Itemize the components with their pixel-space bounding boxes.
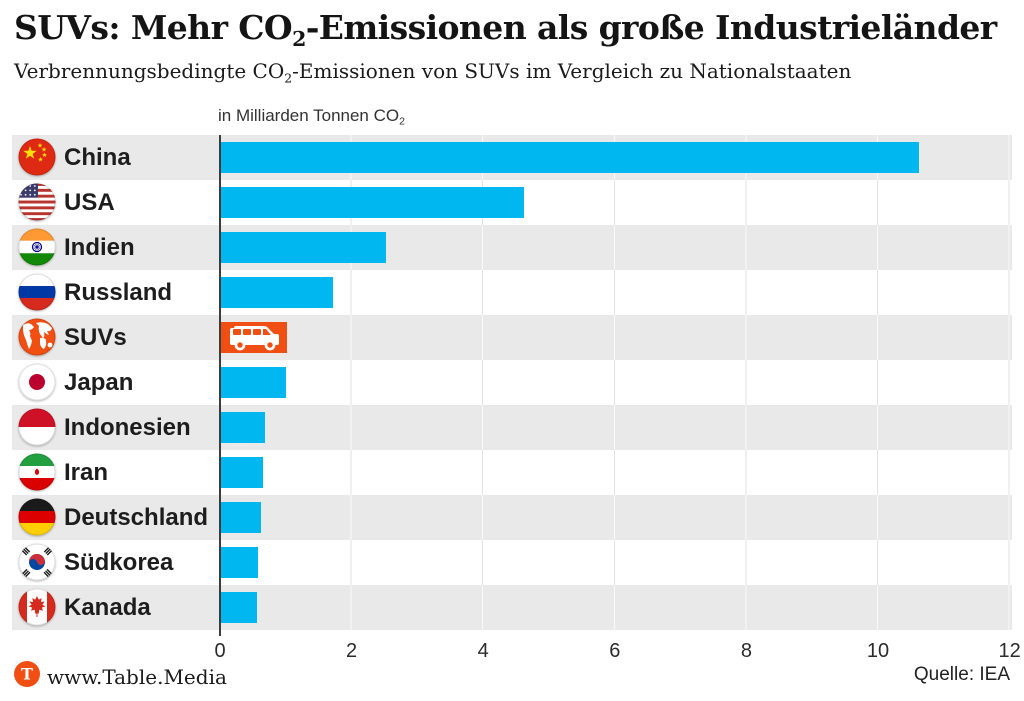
chart-row: China xyxy=(12,135,1012,180)
country-label: Südkorea xyxy=(64,549,174,576)
country-label: Deutschland xyxy=(64,504,209,531)
emission-bar xyxy=(221,547,258,578)
gridlines xyxy=(220,270,1010,315)
chart-row: Indonesien xyxy=(12,405,1012,450)
chart-row: Deutschland xyxy=(12,495,1012,540)
flag-south-korea-icon xyxy=(18,543,56,581)
flag-usa-icon xyxy=(18,183,56,221)
chart-rows: China USA Indien Russland SUVs Japan Indonesi… xyxy=(12,135,1012,630)
flag-iran-icon xyxy=(18,453,56,491)
chart-row: Indien xyxy=(12,225,1012,270)
gridlines xyxy=(220,540,1010,585)
chart-row: SUVs xyxy=(12,315,1012,360)
country-label: Iran xyxy=(64,459,109,486)
chart-row: USA xyxy=(12,180,1012,225)
x-tick: 8 xyxy=(740,640,752,662)
country-label: Japan xyxy=(64,369,134,396)
flag-japan-icon xyxy=(18,363,56,401)
gridlines xyxy=(220,405,1010,450)
chart-row: Iran xyxy=(12,450,1012,495)
emission-bar xyxy=(221,187,524,218)
chart-row: Südkorea xyxy=(12,540,1012,585)
x-tick: 6 xyxy=(609,640,621,662)
flag-russia-icon xyxy=(18,273,56,311)
emission-bar xyxy=(221,592,257,623)
gridlines xyxy=(220,360,1010,405)
emission-bar xyxy=(221,412,266,443)
chart-row: Kanada xyxy=(12,585,1012,630)
subscript-2: 2 xyxy=(284,70,293,86)
globe-icon xyxy=(18,318,56,356)
flag-india-icon xyxy=(18,228,56,266)
flag-canada-icon xyxy=(18,588,56,626)
x-axis-ticks: 0 2 4 6 8 10 12 xyxy=(12,640,1022,664)
chart-row: Japan xyxy=(12,360,1012,405)
country-label: Kanada xyxy=(64,594,151,621)
chart-subtitle: Verbrennungsbedingte CO2-Emissionen von … xyxy=(14,59,852,86)
emission-bar xyxy=(221,367,286,398)
country-label: SUVs xyxy=(64,324,127,351)
x-tick: 10 xyxy=(866,640,890,662)
flag-indonesia-icon xyxy=(18,408,56,446)
brand-text: www.Table.Media xyxy=(47,664,227,689)
chart-title: SUVs: Mehr CO2-Emissionen als große Indu… xyxy=(14,8,997,52)
gridlines xyxy=(220,315,1010,360)
x-tick: 12 xyxy=(998,640,1021,662)
x-tick: 0 xyxy=(214,640,226,662)
gridlines xyxy=(220,495,1010,540)
gridlines xyxy=(220,450,1010,495)
x-tick: 2 xyxy=(346,640,358,662)
country-label: USA xyxy=(64,189,115,216)
emission-bar xyxy=(221,277,333,308)
source-label: Quelle: IEA xyxy=(913,664,1010,685)
table-media-t-icon: T xyxy=(14,661,40,692)
suv-car-icon xyxy=(229,325,279,350)
gridlines xyxy=(220,585,1010,630)
suv-bar xyxy=(221,322,287,353)
chart-row: Russland xyxy=(12,270,1012,315)
emission-bar xyxy=(221,457,264,488)
country-label: Indonesien xyxy=(64,414,191,441)
country-label: Indien xyxy=(64,234,135,261)
y-axis-line xyxy=(219,135,221,636)
flag-germany-icon xyxy=(18,498,56,536)
flag-china-icon xyxy=(18,138,56,176)
svg-text:T: T xyxy=(21,665,33,684)
subscript-2: 2 xyxy=(292,27,306,52)
brand: T www.Table.Media xyxy=(14,661,227,692)
emission-bar xyxy=(221,502,261,533)
axis-unit-label: in Milliarden Tonnen CO2 xyxy=(218,106,405,128)
emission-bar xyxy=(221,142,919,173)
country-label: China xyxy=(64,144,131,171)
emission-bar xyxy=(221,232,386,263)
country-label: Russland xyxy=(64,279,173,306)
bar-chart: China USA Indien Russland SUVs Japan Indonesi… xyxy=(12,135,1012,636)
x-tick: 4 xyxy=(477,640,489,662)
subscript-2: 2 xyxy=(399,115,405,128)
